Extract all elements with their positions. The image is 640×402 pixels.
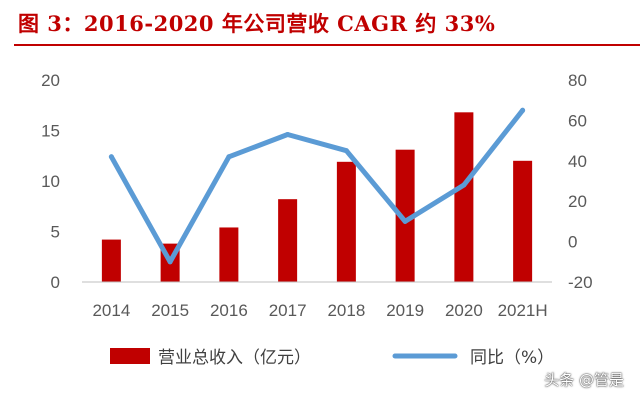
yoy-point	[520, 107, 526, 113]
x-tick-label: 2016	[210, 301, 248, 320]
yoy-point	[343, 148, 349, 154]
yoy-point	[285, 132, 291, 138]
yoy-point	[167, 259, 173, 265]
yoy-line-series	[108, 107, 526, 265]
legend-bar-swatch	[110, 348, 150, 364]
right-y-tick-label: 40	[568, 152, 587, 171]
title-divider	[14, 44, 640, 46]
revenue-bar	[454, 112, 474, 282]
legend-bar-label: 营业总收入（亿元）	[158, 348, 311, 368]
x-tick-label: 2015	[151, 301, 189, 320]
left-y-tick-label: 5	[51, 223, 60, 242]
x-tick-label: 2019	[386, 301, 424, 320]
left-y-tick-label: 20	[41, 71, 60, 90]
left-y-tick-label: 10	[41, 172, 60, 191]
revenue-bar	[513, 160, 533, 282]
x-tick-label: 2018	[327, 301, 365, 320]
revenue-bar	[219, 227, 239, 282]
revenue-bar	[278, 199, 298, 282]
yoy-point	[226, 154, 232, 160]
left-y-tick-label: 0	[51, 273, 60, 292]
revenue-bar	[101, 239, 121, 282]
x-tick-label: 2020	[445, 301, 483, 320]
yoy-line	[108, 107, 526, 265]
legend-line-label: 同比（%）	[470, 348, 554, 368]
revenue-bar	[336, 161, 356, 282]
x-tick-label: 2014	[92, 301, 130, 320]
left-y-tick-label: 15	[41, 122, 60, 141]
right-y-tick-label: 60	[568, 111, 587, 130]
yoy-point	[108, 154, 114, 160]
x-tick-label: 2017	[269, 301, 307, 320]
chart-legend: 营业总收入（亿元） 同比（%）	[110, 348, 554, 368]
right-y-tick-label: 80	[568, 71, 587, 90]
revenue-bar	[395, 149, 415, 282]
watermark-label: 头条 @管是	[544, 371, 624, 389]
yoy-point	[461, 182, 467, 188]
right-y-tick-label: 0	[568, 233, 577, 252]
x-tick-label: 2021H	[498, 301, 548, 320]
right-y-tick-label: -20	[568, 273, 593, 292]
figure-header: 图 3：2016-2020 年公司营收 CAGR 约 33%	[0, 0, 640, 46]
right-y-axis: -20 0 20 40 60 80	[568, 71, 593, 292]
yoy-point	[402, 218, 408, 224]
left-y-axis: 0 5 10 15 20	[41, 71, 60, 292]
figure-title: 图 3：2016-2020 年公司营收 CAGR 约 33%	[18, 11, 496, 36]
right-y-tick-label: 20	[568, 192, 587, 211]
x-axis: 2014 2015 2016 2017 2018 2019 2020 2021H	[82, 281, 552, 320]
